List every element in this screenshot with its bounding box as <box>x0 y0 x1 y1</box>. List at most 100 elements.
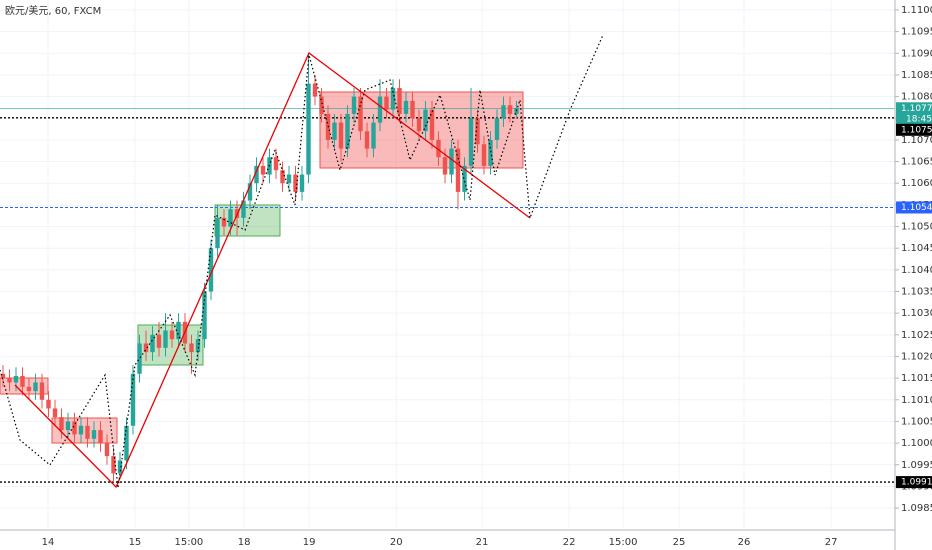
candle-body <box>0 373 6 379</box>
candle-body <box>319 96 324 114</box>
y-tick-label: 1.11000 <box>901 5 932 16</box>
chart-title: 欧元/美元, 60, FXCM <box>5 4 101 17</box>
candle-body <box>169 330 175 340</box>
candle-body <box>345 113 350 149</box>
x-tick-label: 27 <box>825 537 838 548</box>
y-tick-label: 1.10900 <box>901 48 932 59</box>
candle-body <box>273 157 279 171</box>
candle-body <box>501 105 506 119</box>
candle-body <box>468 118 474 166</box>
x-tick-label: 19 <box>303 537 316 548</box>
grid <box>0 0 895 528</box>
axis: 1.098501.099001.099501.100001.100501.101… <box>42 5 932 548</box>
y-tick-label: 1.10700 <box>901 135 932 146</box>
x-tick-label: 18 <box>238 537 251 548</box>
price-axis <box>895 0 932 550</box>
price-tag <box>896 201 932 214</box>
candle-body <box>65 421 71 431</box>
candle-body <box>423 109 428 132</box>
y-tick-label: 1.10150 <box>901 373 932 384</box>
candle-body <box>364 131 370 149</box>
candle-body <box>143 343 149 353</box>
candle-body <box>26 386 32 392</box>
candles <box>0 53 519 483</box>
candle-body <box>410 100 415 119</box>
candle-body <box>117 460 123 474</box>
drawings <box>0 91 524 444</box>
candle-body <box>403 100 409 114</box>
y-tick-label: 1.10450 <box>901 243 932 254</box>
candle-body <box>494 118 500 140</box>
candle-body <box>332 122 337 140</box>
candle-body <box>377 96 383 123</box>
candle-body <box>7 378 12 383</box>
candle-body <box>52 408 58 418</box>
x-tick-label: 20 <box>390 537 403 548</box>
candle-body <box>351 96 357 114</box>
candle-body <box>436 139 441 158</box>
price-tag <box>896 123 932 136</box>
x-tick-label: 15:00 <box>174 537 203 548</box>
y-tick-label: 1.10250 <box>901 330 932 341</box>
drawings <box>0 34 604 489</box>
candle-body <box>358 96 363 132</box>
candle-body <box>462 165 467 192</box>
candle-body <box>507 105 513 114</box>
y-tick-label: 1.10650 <box>901 157 932 168</box>
price-tag-label: 1.10773 <box>901 104 932 114</box>
price-tag <box>896 476 932 489</box>
candle-body <box>247 183 253 201</box>
x-tick-label: 21 <box>476 537 489 548</box>
x-tick-label: 14 <box>42 537 55 548</box>
candle-body <box>215 217 220 249</box>
candle-body <box>312 83 318 97</box>
candle-body <box>306 83 311 175</box>
candle-body <box>254 165 259 184</box>
candle-body <box>338 122 344 149</box>
price-tag-label: 1.10544 <box>901 203 932 213</box>
candle-body <box>72 421 77 435</box>
zigzag <box>14 51 531 489</box>
candle-body <box>85 425 90 439</box>
y-tick-label: 1.10350 <box>901 287 932 298</box>
candle-body <box>59 417 64 431</box>
candle-body <box>514 108 519 114</box>
x-tick-label: 15:00 <box>609 537 638 548</box>
candle-body <box>384 96 389 110</box>
candle-body <box>390 87 396 110</box>
y-tick-label: 1.10500 <box>901 222 932 233</box>
candle-body <box>449 148 454 175</box>
levels <box>0 107 895 483</box>
candle-body <box>78 425 84 435</box>
y-tick-label: 1.09850 <box>901 503 932 514</box>
candle-body <box>429 109 435 140</box>
candle-body <box>91 430 97 439</box>
candle-body <box>228 209 233 227</box>
candle-body <box>371 122 376 149</box>
candle-body <box>104 443 110 457</box>
y-tick-label: 1.10100 <box>901 395 932 406</box>
candle-body <box>293 174 298 192</box>
y-tick-label: 1.10600 <box>901 178 932 189</box>
y-tick-label: 1.09950 <box>901 460 932 471</box>
candle-body <box>13 375 19 383</box>
candle-body <box>124 425 129 461</box>
candle-body <box>189 343 194 353</box>
y-tick-label: 1.10850 <box>901 70 932 81</box>
x-tick-label: 25 <box>673 537 686 548</box>
y-tick-label: 1.10400 <box>901 265 932 276</box>
y-tick-label: 1.10800 <box>901 92 932 103</box>
candle-body <box>33 382 38 392</box>
countdown: 18:45 <box>906 114 932 124</box>
candle-body <box>455 148 461 192</box>
candle-body <box>286 174 292 184</box>
candle-body <box>111 456 116 474</box>
y-tick-label: 1.10300 <box>901 308 932 319</box>
candle-body <box>208 248 214 292</box>
candle-body <box>397 87 402 114</box>
x-tick-label: 26 <box>738 537 751 548</box>
candle-body <box>195 339 201 353</box>
candle-body <box>176 321 181 340</box>
